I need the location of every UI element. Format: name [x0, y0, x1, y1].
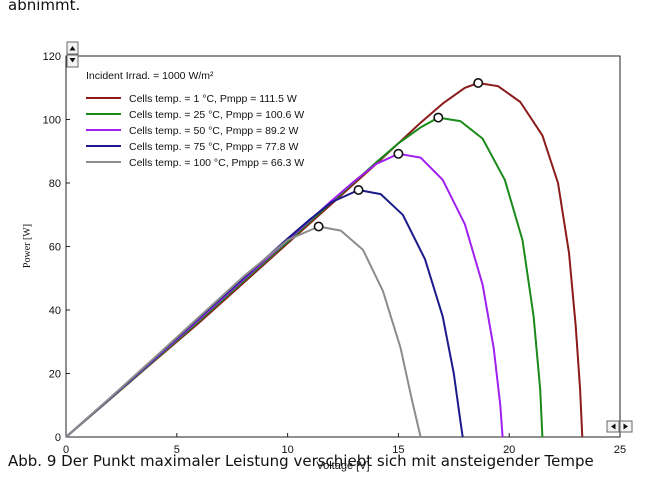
series-line-1	[65, 82, 584, 438]
arrow-up-icon	[69, 46, 76, 51]
arrow-down-icon	[69, 58, 76, 63]
document-top-text: abnimmt.	[8, 0, 81, 14]
y-axis-ticks: 0 20 40 60 80 100 120	[43, 51, 70, 444]
y-tick-label: 80	[49, 178, 61, 190]
mpp-marker-5	[313, 221, 324, 232]
legend-label-3: Cells temp. = 50 °C, Pmpp = 89.2 W	[129, 125, 298, 137]
x-axis-ticks: 0 5 10 15 20 25	[63, 433, 626, 456]
x-tick-label: 20	[503, 444, 515, 456]
y-tick-label: 60	[49, 242, 61, 254]
y-tick-label: 40	[49, 305, 61, 317]
arrow-right-icon	[623, 423, 628, 430]
legend-header: Incident Irrad. = 1000 W/m²	[86, 70, 214, 82]
mpp-marker-3	[393, 148, 404, 159]
legend-label-2: Cells temp. = 25 °C, Pmpp = 100.6 W	[129, 109, 304, 121]
y-axis-title: Power [W]	[22, 224, 33, 268]
y-tick-label: 120	[43, 51, 61, 63]
legend-label-5: Cells temp. = 100 °C, Pmpp = 66.3 W	[129, 157, 304, 169]
mpp-markers	[313, 77, 484, 232]
mpp-marker-2	[433, 112, 444, 123]
plot-area	[65, 55, 621, 438]
x-scroll-right-button[interactable]	[619, 420, 633, 433]
legend-label-1: Cells temp. = 1 °C, Pmpp = 111.5 W	[129, 93, 297, 105]
y-tick-label: 100	[43, 115, 61, 127]
figure-caption: Abb. 9 Der Punkt maximaler Leistung vers…	[8, 452, 594, 470]
legend: Incident Irrad. = 1000 W/m² Cells temp. =…	[86, 70, 304, 169]
y-scroll-down-button[interactable]	[66, 54, 79, 68]
x-tick-label: 10	[281, 444, 293, 456]
y-scroll-up-button[interactable]	[66, 41, 79, 55]
y-tick-label: 0	[55, 432, 61, 444]
arrow-left-icon	[611, 423, 616, 430]
y-tick-label: 20	[49, 369, 61, 381]
x-tick-label: 0	[63, 444, 69, 456]
x-tick-label: 5	[174, 444, 180, 456]
x-scroll-left-button[interactable]	[606, 420, 620, 433]
mpp-marker-4	[353, 184, 364, 195]
x-tick-label: 25	[614, 444, 626, 456]
series-line-3	[65, 152, 504, 438]
series-line-2	[65, 116, 544, 438]
legend-label-4: Cells temp. = 75 °C, Pmpp = 77.8 W	[129, 141, 298, 153]
mpp-marker-1	[473, 77, 484, 88]
x-axis-title: Voltage [V]	[316, 460, 369, 472]
x-tick-label: 15	[392, 444, 404, 456]
